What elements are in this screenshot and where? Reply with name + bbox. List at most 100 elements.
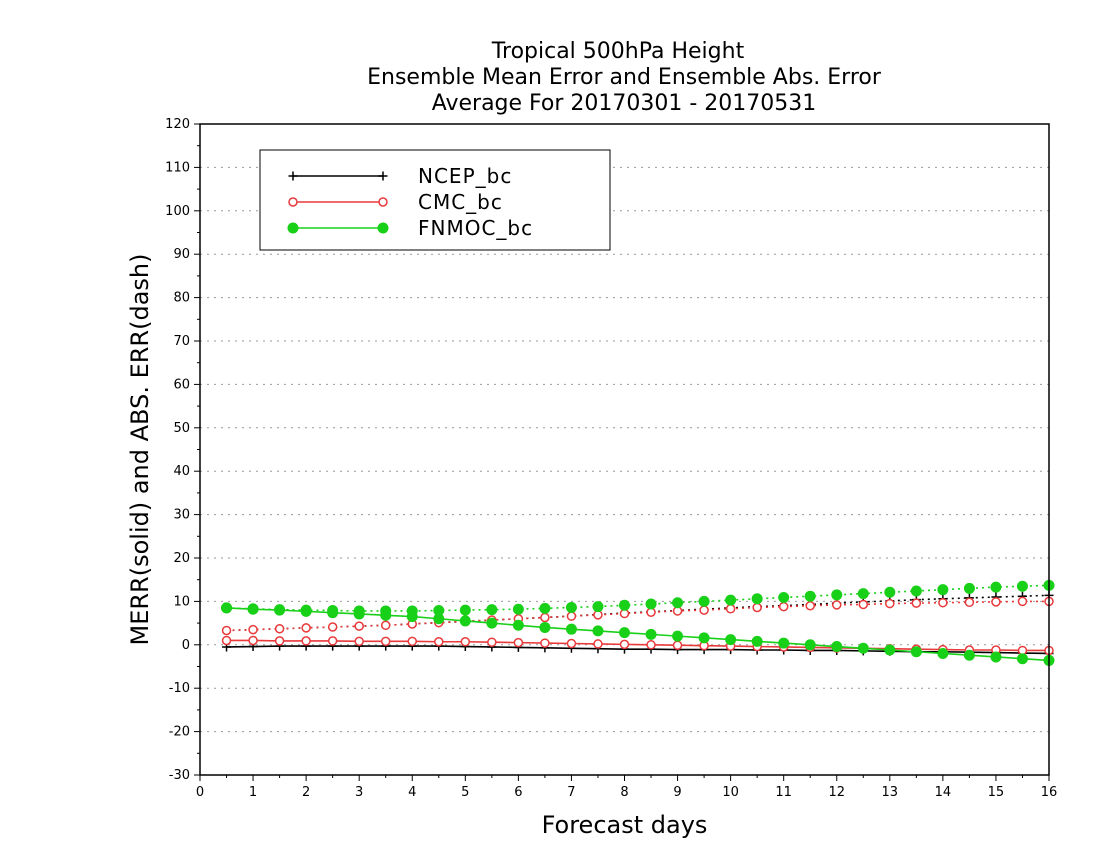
series-layer	[221, 579, 1055, 666]
FNMOC_bc-abs-err-point	[698, 595, 710, 607]
CMC_bc-merr-point	[221, 635, 232, 646]
FNMOC_bc-abs-err-point	[884, 586, 896, 598]
CMC_bc-merr-point	[327, 636, 338, 646]
CMC_bc-abs-err-point	[221, 625, 232, 636]
CMC_bc-abs-err-point	[327, 622, 338, 632]
FNMOC_bc-abs-err-point	[459, 604, 471, 616]
x-tick-label: 10	[722, 785, 739, 800]
y-axis-label: MERR(solid) and ABS. ERR(dash)	[126, 254, 154, 646]
CMC_bc-merr-point	[646, 640, 656, 650]
CMC_bc-merr-point	[672, 640, 683, 650]
CMC_bc-merr-point	[487, 637, 497, 647]
CMC_bc-abs-err-point	[752, 602, 762, 613]
x-tick-label: 8	[620, 785, 628, 800]
FNMOC_bc-merr-point	[751, 635, 763, 647]
CMC_bc-abs-err-point	[354, 621, 364, 631]
x-tick-label: 16	[1041, 785, 1058, 800]
x-tick-label: 12	[828, 785, 845, 800]
FNMOC_bc-merr-point	[963, 649, 975, 661]
y-tick-label: 30	[173, 508, 190, 523]
legend-marker	[288, 197, 298, 207]
FNMOC_bc-merr-point	[672, 630, 684, 642]
legend-marker	[378, 171, 388, 181]
CMC_bc-merr-point	[407, 636, 417, 647]
FNMOC_bc-abs-err-point	[353, 605, 365, 617]
legend-marker	[287, 222, 299, 234]
y-tick-label: 90	[173, 247, 190, 262]
FNMOC_bc-abs-err-point	[751, 593, 763, 605]
FNMOC_bc-abs-err-point	[963, 582, 975, 594]
CMC_bc-abs-err-point	[938, 597, 948, 608]
x-tick-label: 4	[408, 785, 416, 800]
grid	[200, 166, 1049, 733]
CMC_bc-merr-point	[619, 639, 630, 650]
legend-label: CMC_bc	[418, 190, 503, 214]
CMC_bc-merr-point	[513, 637, 524, 648]
x-tick-label: 2	[302, 785, 310, 800]
FNMOC_bc-abs-err-point	[1016, 580, 1028, 592]
y-tick-label: -10	[169, 681, 190, 696]
FNMOC_bc-abs-err-point	[804, 590, 816, 602]
x-tick-label: 11	[775, 785, 792, 800]
CMC_bc-abs-err-point	[248, 624, 258, 635]
x-tick-label: 9	[673, 785, 681, 800]
FNMOC_bc-merr-point	[857, 642, 869, 654]
y-tick-label: 110	[165, 160, 190, 175]
FNMOC_bc-abs-err-point	[725, 594, 737, 606]
FNMOC_bc-merr-point	[910, 646, 922, 658]
CMC_bc-abs-err-line	[226, 600, 1049, 632]
FNMOC_bc-merr-point	[804, 639, 816, 651]
legend-marker	[288, 171, 298, 181]
CMC_bc-merr-point	[248, 635, 258, 646]
CMC_bc-abs-err-point	[1017, 596, 1028, 607]
FNMOC_bc-abs-err-point	[831, 589, 843, 601]
FNMOC_bc-merr-point	[486, 617, 498, 629]
CMC_bc-merr-point	[566, 638, 577, 649]
CMC_bc-abs-err-point	[380, 620, 391, 631]
legend-box	[259, 149, 611, 251]
FNMOC_bc-merr-point	[539, 621, 551, 633]
y-tick-label: 0	[182, 638, 190, 653]
FNMOC_bc-merr-point	[1016, 653, 1028, 665]
y-tick-label: 60	[173, 377, 190, 392]
FNMOC_bc-abs-err-point	[539, 602, 551, 614]
FNMOC_bc-abs-err-point	[619, 599, 630, 611]
CMC_bc-abs-err-point	[858, 599, 869, 610]
y-tick-label: 70	[173, 334, 190, 349]
x-tick-label: 15	[988, 785, 1005, 800]
FNMOC_bc-abs-err-point	[512, 603, 524, 615]
x-tick-label: 13	[882, 785, 899, 800]
CMC_bc-abs-err-point	[699, 605, 709, 615]
series-NCEP_bc	[222, 590, 1054, 658]
legend-label: NCEP_bc	[418, 164, 512, 188]
legend-marker	[377, 222, 389, 234]
CMC_bc-abs-err-point	[911, 598, 922, 608]
x-tick-label: 1	[249, 785, 257, 800]
FNMOC_bc-abs-err-point	[990, 581, 1002, 593]
legend-item-NCEP_bc: NCEP_bc	[288, 164, 512, 188]
CMC_bc-abs-err-point	[540, 612, 550, 623]
y-tick-label: 100	[165, 204, 190, 219]
FNMOC_bc-abs-err-point	[274, 604, 286, 616]
y-tick-label: -30	[169, 768, 190, 783]
title-line-3: Average For 20170301 - 20170531	[432, 91, 817, 116]
FNMOC_bc-merr-point	[619, 627, 630, 639]
x-axis-label: Forecast days	[542, 811, 708, 839]
FNMOC_bc-abs-err-point	[645, 598, 657, 610]
FNMOC_bc-merr-point	[937, 647, 949, 659]
CMC_bc-abs-err-point	[885, 598, 895, 609]
CMC_bc-merr-point	[274, 636, 285, 646]
FNMOC_bc-abs-err-point	[327, 605, 339, 617]
legend-item-CMC_bc: CMC_bc	[288, 190, 503, 214]
CMC_bc-abs-err-point	[778, 601, 789, 612]
chart-title: Tropical 500hPa Height Ensemble Mean Err…	[367, 39, 882, 116]
title-line-2: Ensemble Mean Error and Ensemble Abs. Er…	[367, 65, 882, 90]
FNMOC_bc-merr-point	[512, 619, 524, 631]
CMC_bc-abs-err-point	[805, 600, 815, 611]
FNMOC_bc-abs-err-point	[778, 591, 790, 603]
FNMOC_bc-abs-err-point	[565, 601, 577, 613]
legend-marker	[378, 197, 388, 207]
x-tick-label: 14	[935, 785, 952, 800]
